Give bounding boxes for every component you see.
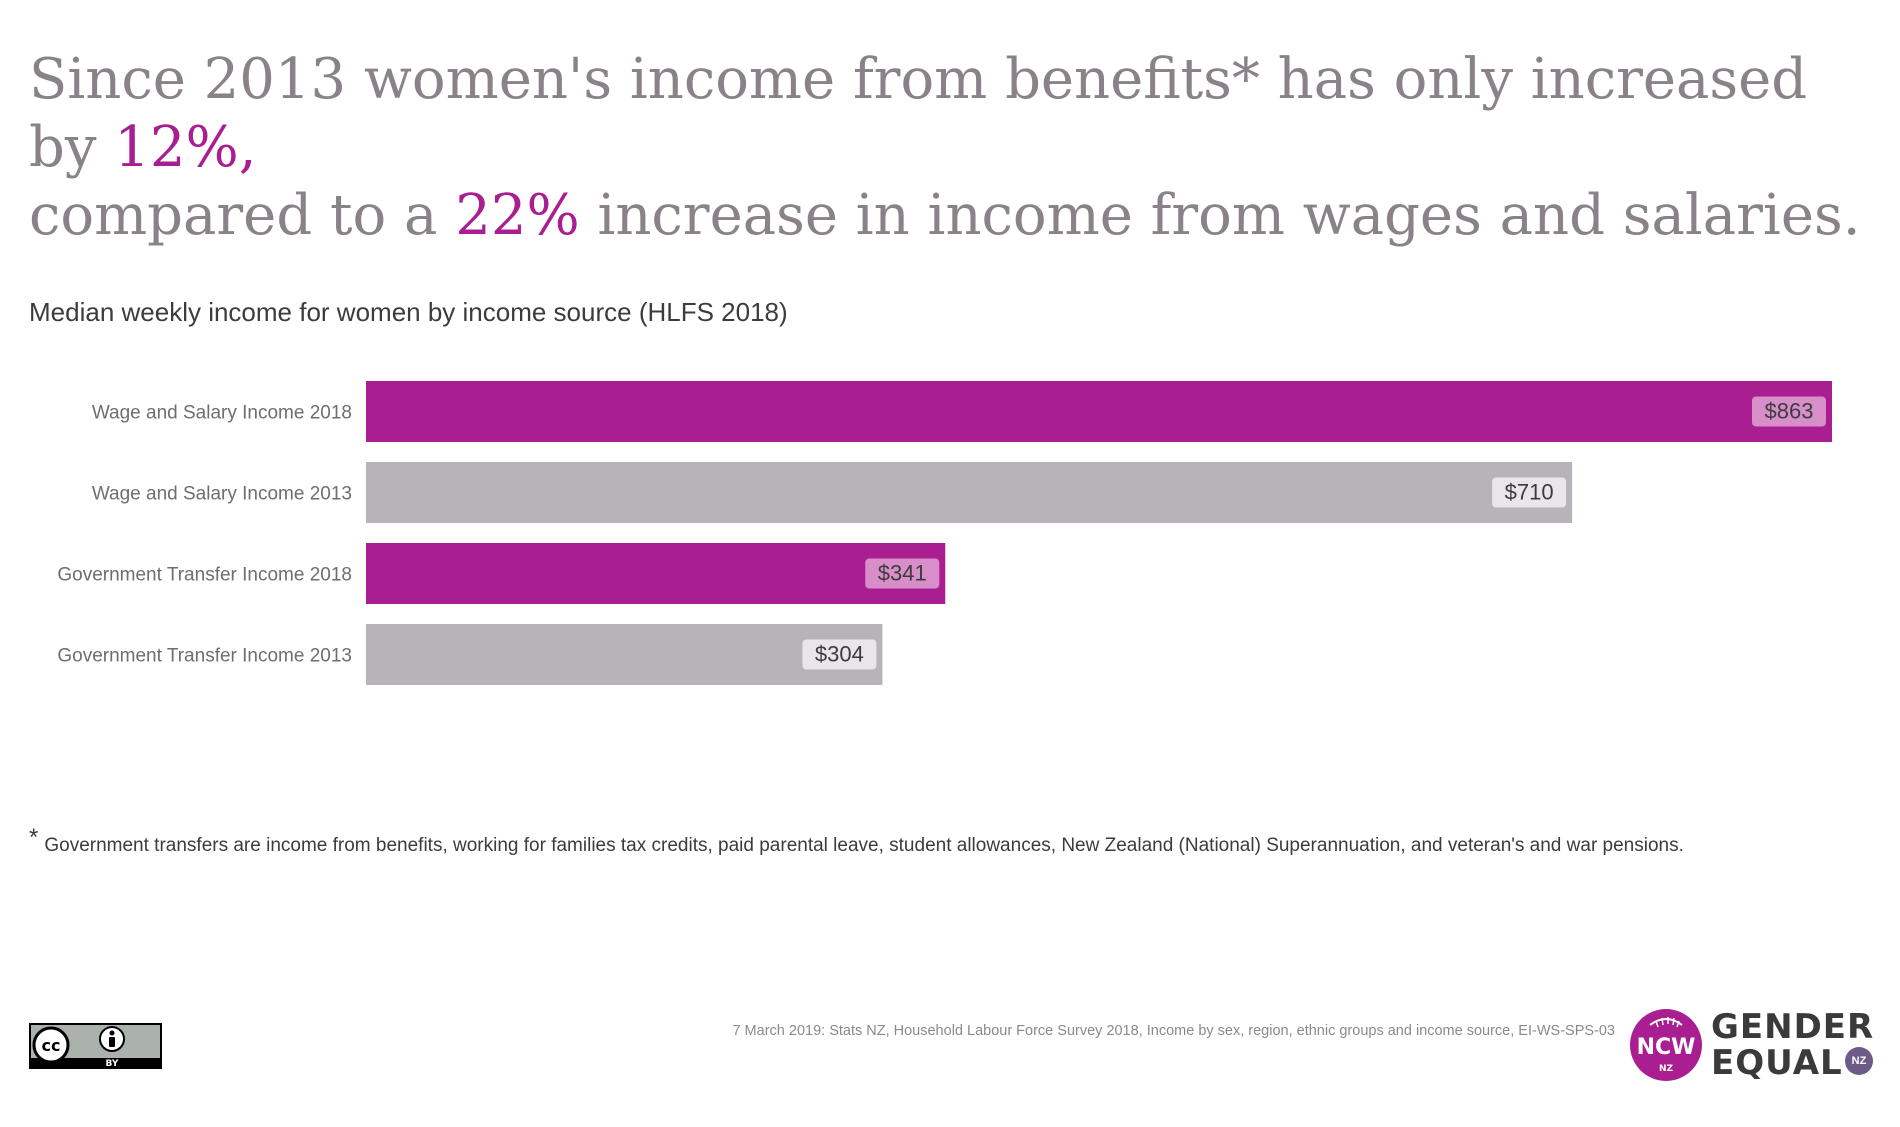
logo-line2: EQUAL bbox=[1711, 1043, 1843, 1083]
value-label-bg bbox=[1752, 396, 1826, 427]
logo-line1: GENDER bbox=[1711, 1007, 1875, 1047]
value-label: $710 bbox=[1505, 480, 1554, 505]
value-label-bg bbox=[802, 639, 877, 670]
source-citation: 7 March 2019: Stats NZ, Household Labour… bbox=[732, 1023, 1615, 1039]
logo-nz-badge: NZ bbox=[1845, 1047, 1873, 1075]
value-label: $341 bbox=[878, 561, 927, 586]
logo-wordmark: GENDER EQUAL bbox=[1711, 1009, 1874, 1081]
footnote-text: Government transfers are income from ben… bbox=[44, 835, 1684, 856]
chart-title: Median weekly income for women by income… bbox=[29, 297, 788, 327]
by-text: BY bbox=[106, 1059, 119, 1069]
category-label: Government Transfer Income 2018 bbox=[57, 565, 352, 586]
footnote-marker: * bbox=[29, 824, 39, 851]
creative-commons-by-icon[interactable]: cc BY bbox=[29, 1023, 162, 1069]
headline-pct-wages: 22% bbox=[455, 183, 580, 248]
cc-text: cc bbox=[42, 1036, 61, 1055]
category-label: Wage and Salary Income 2018 bbox=[92, 403, 352, 424]
gender-equal-nz-logo: NCW NZ GENDER EQUAL NZ bbox=[1628, 1007, 1873, 1083]
bar bbox=[366, 543, 946, 604]
headline-part2: compared to a bbox=[29, 183, 456, 248]
bar bbox=[366, 462, 1573, 523]
headline: Since 2013 women's income from benefits*… bbox=[29, 46, 1889, 250]
headline-part1: Since 2013 women's income from benefits*… bbox=[29, 47, 1808, 180]
headline-part3: increase in income from wages and salari… bbox=[579, 183, 1861, 248]
value-label: $863 bbox=[1765, 399, 1814, 424]
value-label: $304 bbox=[815, 642, 864, 667]
logo-monogram-sub: NZ bbox=[1659, 1064, 1674, 1074]
footnote: * Government transfers are income from be… bbox=[29, 824, 1684, 858]
logo-monogram: NCW bbox=[1637, 1035, 1696, 1060]
value-label-bg bbox=[1492, 477, 1567, 508]
headline-pct-benefits: 12%, bbox=[114, 115, 257, 180]
ncw-logo-icon: NCW NZ bbox=[1630, 1009, 1702, 1081]
bar bbox=[366, 381, 1832, 442]
category-label: Wage and Salary Income 2013 bbox=[92, 484, 352, 505]
category-label: Government Transfer Income 2013 bbox=[57, 646, 352, 667]
bar bbox=[366, 624, 883, 685]
value-label-bg bbox=[865, 558, 940, 589]
bar-chart: Wage and Salary Income 2018 $863 Wage and … bbox=[57, 381, 1832, 685]
